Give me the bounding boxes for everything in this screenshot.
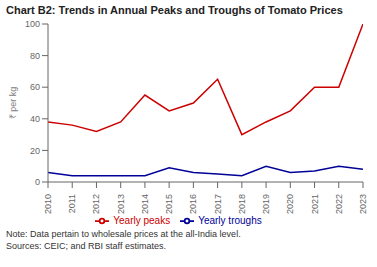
svg-text:2020: 2020 xyxy=(285,194,295,214)
svg-text:2019: 2019 xyxy=(261,194,271,214)
svg-text:40: 40 xyxy=(30,114,40,124)
svg-text:2012: 2012 xyxy=(91,194,101,214)
html-text:Chart B2: Trends in Annual Pea: Chart B2: Trends in Annual Peaks and Tro… xyxy=(6,4,343,16)
svg-text:2021: 2021 xyxy=(310,194,320,214)
svg-text:100: 100 xyxy=(25,19,40,29)
svg-text:20: 20 xyxy=(30,146,40,156)
svg-text:2018: 2018 xyxy=(237,194,247,214)
svg-text:60: 60 xyxy=(30,82,40,92)
svg-text:2017: 2017 xyxy=(213,194,223,214)
svg-text:2023: 2023 xyxy=(358,194,368,214)
svg-text:2022: 2022 xyxy=(334,194,344,214)
html-text:Note: Data pertain to wholesal: Note: Data pertain to wholesale prices a… xyxy=(6,229,241,239)
html-text:Yearly troughs: Yearly troughs xyxy=(198,214,262,226)
svg-text:2013: 2013 xyxy=(116,194,126,214)
html-text:Sources: CEIC; and RBI staff e: Sources: CEIC; and RBI staff estimates. xyxy=(6,241,166,251)
svg-text:2016: 2016 xyxy=(188,194,198,214)
svg-text:₹ per kg: ₹ per kg xyxy=(8,87,18,120)
svg-text:2015: 2015 xyxy=(164,194,174,214)
svg-text:2011: 2011 xyxy=(67,194,77,213)
svg-text:0: 0 xyxy=(35,177,40,187)
svg-text:2010: 2010 xyxy=(43,194,53,214)
html-text:Yearly peaks: Yearly peaks xyxy=(113,214,171,226)
svg-text:2014: 2014 xyxy=(140,194,150,214)
svg-text:80: 80 xyxy=(30,51,40,61)
